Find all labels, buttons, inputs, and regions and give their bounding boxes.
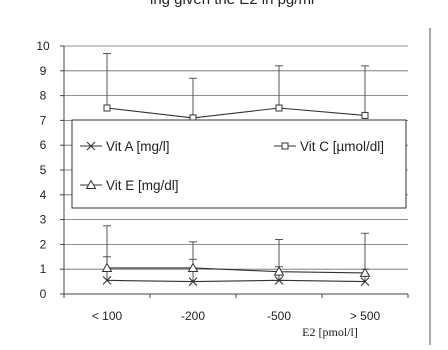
vit-c-legend-marker bbox=[281, 142, 289, 150]
x-tick-label: -200 bbox=[181, 309, 205, 323]
y-tick-label: 5 bbox=[40, 163, 47, 177]
vit-a-legend-marker bbox=[86, 141, 96, 151]
x-tick-label: < 100 bbox=[92, 309, 123, 323]
x-tick-label: -500 bbox=[267, 309, 291, 323]
y-tick-label: 0 bbox=[40, 287, 47, 301]
vit-e-point bbox=[273, 266, 285, 276]
y-tick-label: 10 bbox=[36, 39, 50, 53]
vit-c-series-line bbox=[106, 107, 366, 119]
y-tick-label: 9 bbox=[40, 64, 47, 78]
vit-c-point bbox=[275, 104, 283, 112]
x-tick-label: > 500 bbox=[350, 309, 381, 323]
vit-e-legend-label: Vit E [mg/dl] bbox=[106, 178, 179, 193]
y-tick-label: 3 bbox=[40, 213, 47, 227]
vit-c-point bbox=[361, 111, 369, 119]
y-tick-label: 1 bbox=[40, 262, 47, 276]
x-axis-title: E2 [pmol/l] bbox=[302, 325, 358, 339]
vit-a-point bbox=[102, 275, 112, 285]
y-tick-label: 6 bbox=[40, 138, 47, 152]
vit-a-series-line bbox=[106, 279, 366, 283]
y-tick-label: 2 bbox=[40, 237, 47, 251]
vit-e-legend-marker bbox=[85, 179, 97, 189]
y-tick-label: 8 bbox=[40, 89, 47, 103]
y-tick-label: 7 bbox=[40, 113, 47, 127]
vit-c-legend-label: Vit C [µmol/dl] bbox=[300, 139, 384, 154]
vit-e-series-line bbox=[107, 267, 366, 274]
y-tick-label: 4 bbox=[40, 188, 47, 202]
vit-e-point bbox=[187, 262, 199, 272]
vit-a-point bbox=[188, 277, 198, 286]
vit-e-point bbox=[359, 267, 371, 277]
caption-fragment: ing given the E2 in pg/ml bbox=[150, 0, 314, 8]
vit-a-point bbox=[360, 277, 370, 286]
vit-e-point bbox=[101, 262, 113, 272]
vit-a-point bbox=[274, 275, 284, 285]
vit-a-legend-label: Vit A [mg/l] bbox=[106, 139, 170, 154]
vit-c-point bbox=[103, 104, 111, 112]
legend-box bbox=[71, 119, 407, 209]
